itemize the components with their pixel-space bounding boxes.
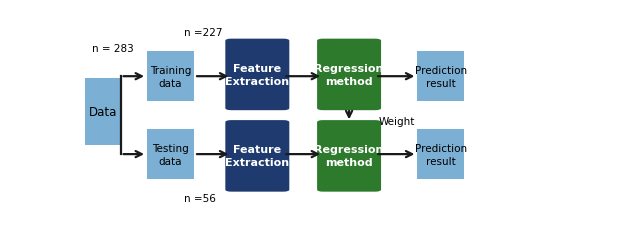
FancyBboxPatch shape bbox=[85, 79, 121, 146]
Text: Regression
method: Regression method bbox=[314, 64, 384, 86]
Text: n = 283: n = 283 bbox=[92, 44, 134, 54]
FancyBboxPatch shape bbox=[147, 52, 194, 101]
Text: Weight: Weight bbox=[379, 117, 415, 127]
Text: n =56: n =56 bbox=[184, 193, 216, 203]
Text: Regression
method: Regression method bbox=[314, 145, 384, 168]
FancyBboxPatch shape bbox=[417, 130, 465, 179]
Text: Feature
Extraction: Feature Extraction bbox=[225, 145, 289, 168]
Text: Prediction
result: Prediction result bbox=[415, 65, 467, 88]
FancyBboxPatch shape bbox=[417, 52, 465, 101]
FancyBboxPatch shape bbox=[147, 130, 194, 179]
FancyBboxPatch shape bbox=[317, 121, 381, 192]
Text: n =227: n =227 bbox=[184, 28, 223, 38]
Text: Feature
Extraction: Feature Extraction bbox=[225, 64, 289, 86]
FancyBboxPatch shape bbox=[225, 121, 289, 192]
Text: Data: Data bbox=[88, 106, 117, 119]
FancyBboxPatch shape bbox=[225, 39, 289, 111]
FancyBboxPatch shape bbox=[317, 39, 381, 111]
Text: Testing
data: Testing data bbox=[152, 143, 189, 166]
Text: Prediction
result: Prediction result bbox=[415, 143, 467, 166]
Text: Training
data: Training data bbox=[150, 65, 191, 88]
